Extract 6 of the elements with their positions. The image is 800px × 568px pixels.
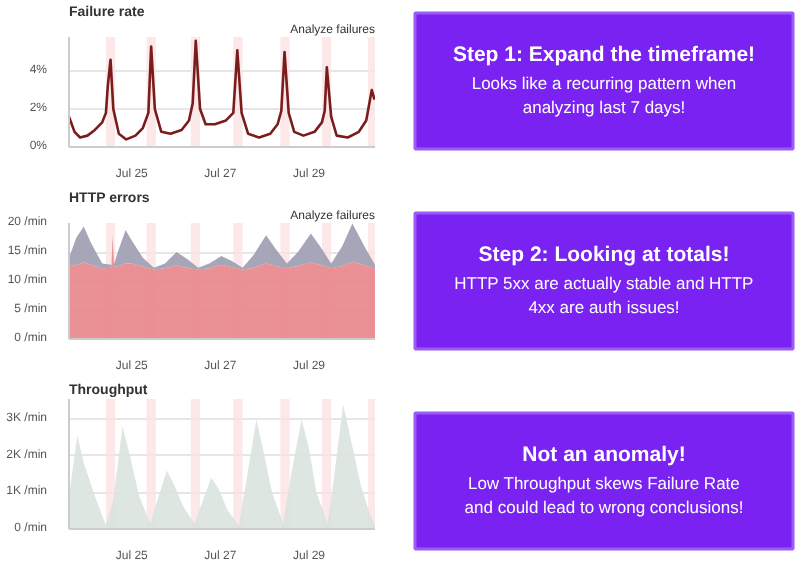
text: Looks like a recurring pattern when analyzing last 7 days! xyxy=(471,73,737,117)
text: Step 2: Looking at totals! xyxy=(478,243,730,267)
text: Low Throughput skews Failure Rate and could lead to wrong conclusions! xyxy=(464,473,744,517)
text: HTTP 5xx are actually stable and HTTP 4xx are auth issues! xyxy=(454,273,755,317)
text: Step 1: Expand the timeframe! xyxy=(452,43,756,67)
text: Not an anomaly! xyxy=(522,443,686,467)
